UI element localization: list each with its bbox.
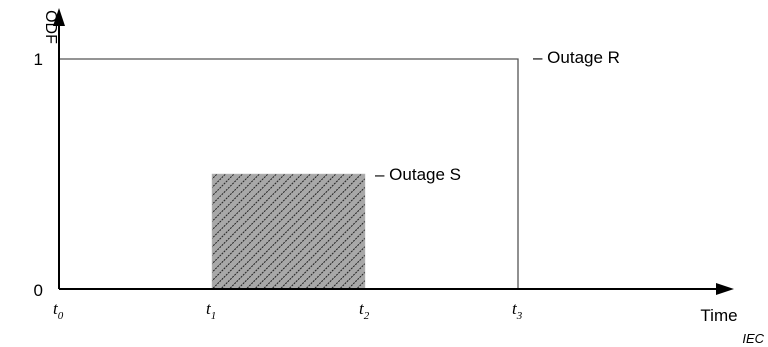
outage-s-label: – Outage S bbox=[375, 165, 461, 184]
x-tick-subscript: 2 bbox=[364, 310, 370, 322]
x-tick-label: t0 bbox=[53, 299, 64, 322]
credit-text: IEC bbox=[742, 331, 764, 346]
y-axis-label: ODF bbox=[42, 10, 59, 44]
x-tick-main: t bbox=[206, 299, 212, 318]
x-tick-label: t3 bbox=[512, 299, 523, 322]
x-tick-main: t bbox=[512, 299, 518, 318]
y-tick-label: 1 bbox=[34, 50, 43, 69]
x-tick-main: t bbox=[359, 299, 365, 318]
y-axis-arrow-icon bbox=[53, 8, 65, 26]
x-tick-subscript: 3 bbox=[516, 310, 523, 322]
y-tick-label: 0 bbox=[34, 281, 43, 300]
x-tick-subscript: 0 bbox=[58, 310, 64, 322]
outage-r-line bbox=[59, 58, 519, 289]
x-tick-main: t bbox=[53, 299, 59, 318]
x-tick-label: t1 bbox=[206, 299, 216, 322]
x-axis-arrow-icon bbox=[716, 283, 734, 295]
x-axis-label: Time bbox=[700, 306, 737, 325]
outage-s-bar bbox=[211, 173, 366, 290]
x-tick-subscript: 1 bbox=[211, 310, 217, 322]
outage-r-label: – Outage R bbox=[533, 48, 620, 67]
x-tick-label: t2 bbox=[359, 299, 370, 322]
